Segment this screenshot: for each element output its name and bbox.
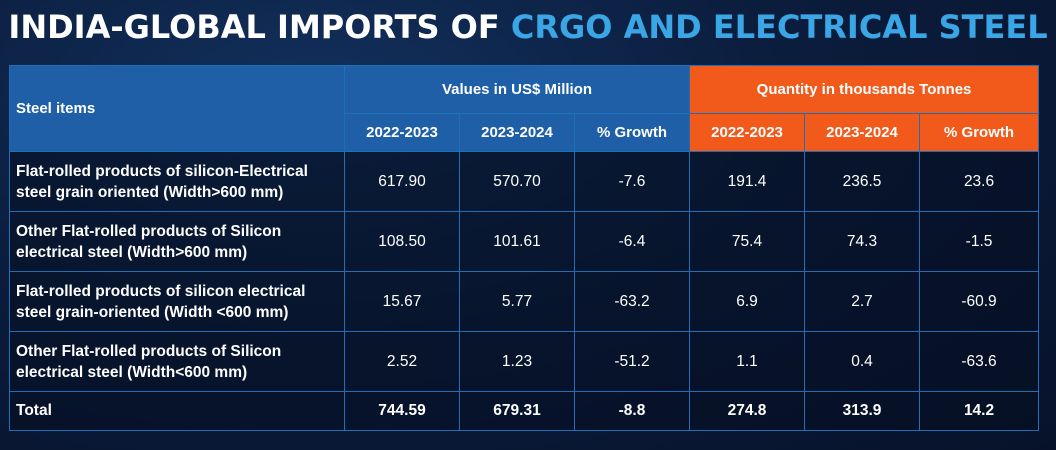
cell-value: -63.6 bbox=[919, 331, 1040, 392]
cell-value: 6.9 bbox=[689, 271, 806, 332]
cell-value: -63.2 bbox=[573, 271, 691, 332]
cell-value: 1.23 bbox=[459, 331, 575, 392]
cell-value: 617.90 bbox=[344, 151, 460, 212]
cell-value: 74.3 bbox=[804, 211, 921, 272]
table-row: Flat-rolled products of silicon-Electric… bbox=[9, 151, 1040, 212]
total-value: 274.8 bbox=[689, 391, 806, 431]
header-values-2023-2024: 2023-2024 bbox=[459, 113, 575, 152]
cell-value: 5.77 bbox=[459, 271, 575, 332]
cell-value: 1.1 bbox=[689, 331, 806, 392]
row-item-label: Flat-rolled products of silicon-Electric… bbox=[9, 151, 345, 212]
row-item-label: Flat-rolled products of silicon electric… bbox=[9, 271, 345, 332]
header-values-growth: % Growth bbox=[573, 113, 691, 152]
total-row: Total 744.59 679.31 -8.8 274.8 313.9 14.… bbox=[9, 391, 1040, 431]
table-row: Flat-rolled products of silicon electric… bbox=[9, 271, 1040, 332]
header-quantity-group: Quantity in thousands Tonnes bbox=[689, 65, 1040, 114]
row-item-label: Other Flat-rolled products of Silicon el… bbox=[9, 211, 345, 272]
header-steel-items: Steel items bbox=[9, 65, 345, 152]
cell-value: 191.4 bbox=[689, 151, 806, 212]
imports-table: Steel items Values in US$ Million Quanti… bbox=[9, 65, 1040, 431]
total-value: 14.2 bbox=[919, 391, 1040, 431]
title-part-white: INDIA-GLOBAL IMPORTS OF bbox=[8, 8, 500, 46]
header-values-2022-2023: 2022-2023 bbox=[344, 113, 460, 152]
total-value: -8.8 bbox=[573, 391, 691, 431]
table-row: Other Flat-rolled products of Silicon el… bbox=[9, 211, 1040, 272]
total-label: Total bbox=[9, 391, 345, 431]
cell-value: 0.4 bbox=[804, 331, 921, 392]
total-value: 679.31 bbox=[459, 391, 575, 431]
cell-value: 2.7 bbox=[804, 271, 921, 332]
header-quantity-growth: % Growth bbox=[919, 113, 1040, 152]
cell-value: 75.4 bbox=[689, 211, 806, 272]
cell-value: 15.67 bbox=[344, 271, 460, 332]
page-title: INDIA-GLOBAL IMPORTS OF CRGO AND ELECTRI… bbox=[0, 8, 1056, 46]
cell-value: -7.6 bbox=[573, 151, 691, 212]
cell-value: 570.70 bbox=[459, 151, 575, 212]
title-part-accent: CRGO AND ELECTRICAL STEEL bbox=[510, 8, 1048, 46]
cell-value: -6.4 bbox=[573, 211, 691, 272]
cell-value: 101.61 bbox=[459, 211, 575, 272]
cell-value: -51.2 bbox=[573, 331, 691, 392]
cell-value: -1.5 bbox=[919, 211, 1040, 272]
total-value: 313.9 bbox=[804, 391, 921, 431]
cell-value: 108.50 bbox=[344, 211, 460, 272]
header-quantity-2022-2023: 2022-2023 bbox=[689, 113, 806, 152]
cell-value: 23.6 bbox=[919, 151, 1040, 212]
row-item-label: Other Flat-rolled products of Silicon el… bbox=[9, 331, 345, 392]
total-value: 744.59 bbox=[344, 391, 460, 431]
header-values-group: Values in US$ Million bbox=[343, 65, 691, 114]
cell-value: -60.9 bbox=[919, 271, 1040, 332]
cell-value: 2.52 bbox=[344, 331, 460, 392]
header-quantity-2023-2024: 2023-2024 bbox=[804, 113, 921, 152]
table-row: Other Flat-rolled products of Silicon el… bbox=[9, 331, 1040, 392]
cell-value: 236.5 bbox=[804, 151, 921, 212]
